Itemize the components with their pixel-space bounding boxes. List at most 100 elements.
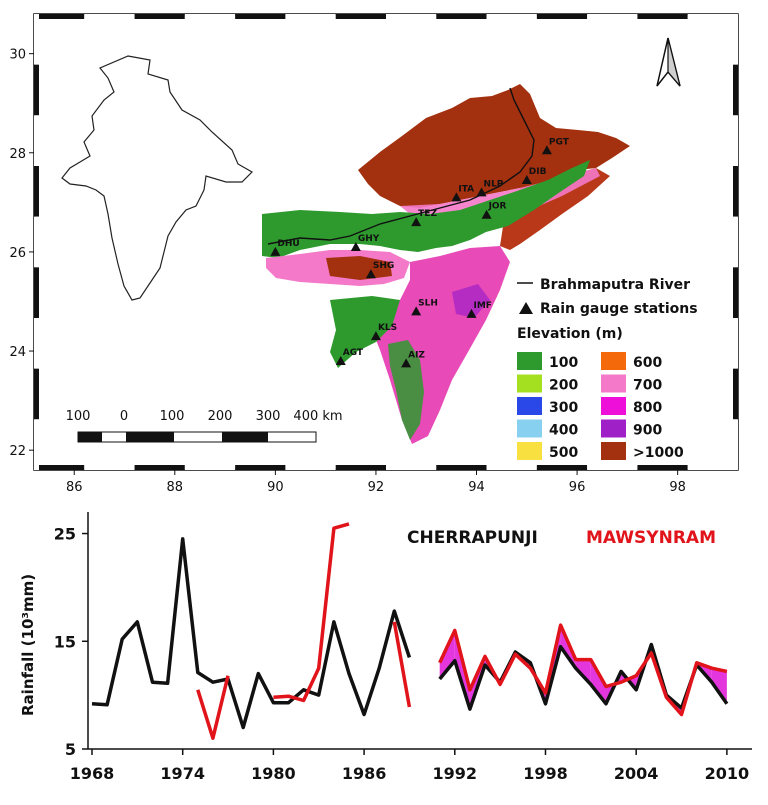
station-marker-aiz: [401, 358, 412, 368]
border-segment: [285, 14, 336, 19]
station-label-shg: SHG: [373, 261, 394, 271]
station-marker-tez: [411, 217, 422, 227]
border-segment: [34, 115, 39, 166]
border-segment: [184, 14, 236, 19]
elevation-swatch: [517, 352, 542, 370]
map-panel: PGT DIB NLP ITA JOR TEZ GHY DHU SHG SLH IMF KLS AGT A…: [9, 13, 739, 495]
elevation-classes: 100 200 300 400 500 600 700 800 900 >1000: [517, 352, 684, 461]
border-segment: [486, 465, 537, 470]
x-tick-label: 1992: [433, 764, 478, 783]
border-segment: [486, 14, 537, 19]
elevation-swatch: [517, 419, 542, 438]
elevation-swatch: [601, 352, 626, 370]
station-label-nlp: NLP: [484, 179, 504, 189]
elevation-swatch: [517, 374, 542, 393]
north-arrow-icon: [656, 37, 681, 87]
border-segment: [84, 465, 135, 470]
border-segment: [34, 216, 39, 268]
station-marker-slh: [411, 306, 422, 316]
lat-tick-label: 24: [9, 345, 26, 360]
series-line-mawsynram-2: [196, 522, 412, 740]
india-outline: [61, 55, 253, 301]
station-marker-jor: [481, 209, 492, 219]
elevation-label: 200: [549, 378, 578, 394]
map-axis-ticks: 86 88 90 92 94 96 98 30 28 26 24 22: [9, 48, 685, 495]
border-segment: [733, 166, 738, 217]
lon-tick-label: 86: [66, 480, 83, 495]
border-segment: [587, 14, 638, 19]
series-line-mawsynram-3: [438, 623, 728, 717]
brahmaputra-river: [267, 87, 535, 245]
border-segment: [235, 465, 286, 470]
border-segment: [34, 318, 39, 369]
border-segment: [386, 465, 437, 470]
lon-tick-label: 92: [368, 480, 385, 495]
scale-label: 100: [160, 409, 185, 424]
elevation-label: 800: [633, 400, 662, 416]
border-segment: [733, 64, 738, 116]
station-label-pgt: PGT: [549, 137, 570, 147]
border-segment: [436, 14, 487, 19]
x-tick-label: 1974: [160, 764, 205, 783]
terrain-imphal: [452, 284, 490, 318]
lat-tick-label: 28: [9, 147, 26, 162]
rain-gauge-stations: PGT DIB NLP ITA JOR TEZ GHY DHU SHG SLH IMF KLS AGT A…: [270, 137, 570, 368]
legend-elevation-title: Elevation (m): [517, 326, 623, 342]
legend-mawsynram: MAWSYNRAM: [586, 528, 716, 548]
lon-tick-label: 94: [468, 480, 485, 495]
terrain-valley-green: [262, 160, 590, 258]
scale-label: 400 km: [293, 409, 342, 424]
difference-segment: [590, 659, 606, 704]
map-border-graduation: [34, 14, 738, 470]
station-label-kls: KLS: [378, 323, 397, 333]
border-segment: [436, 465, 487, 470]
station-marker-ita: [451, 192, 462, 202]
station-marker-pgt: [541, 145, 552, 155]
x-tick-label: 2010: [705, 764, 750, 783]
border-segment: [335, 14, 386, 19]
scale-label: 300: [256, 409, 281, 424]
elevation-swatch: [601, 442, 626, 460]
elevation-label: 400: [549, 423, 578, 439]
station-marker-imf: [466, 308, 477, 318]
elevation-label: 300: [549, 400, 578, 416]
station-marker-dhu: [270, 246, 281, 256]
y-tick-label: 15: [54, 632, 76, 651]
terrain-south-lowland: [330, 296, 400, 368]
station-marker-nlp: [476, 187, 487, 197]
series-lines: [91, 522, 729, 740]
border-segment: [536, 14, 588, 19]
lon-tick-label: 88: [167, 480, 184, 495]
border-segment: [733, 368, 738, 420]
elevation-swatch: [601, 397, 626, 415]
border-segment: [687, 14, 738, 19]
scale-label: 100: [66, 409, 91, 424]
elevation-label: 500: [549, 445, 578, 461]
border-segment: [733, 419, 738, 470]
scale-label: 200: [208, 409, 233, 424]
elevation-label: 600: [633, 355, 662, 371]
x-tick-label: 1998: [523, 764, 568, 783]
border-segment: [34, 14, 39, 65]
border-segment: [587, 465, 638, 470]
scale-bar: 100 0 100 200 300 400 km: [66, 409, 343, 443]
border-segment: [84, 14, 135, 19]
station-label-aiz: AIZ: [408, 350, 425, 360]
x-tick-label: 1968: [70, 764, 115, 783]
border-segment: [733, 216, 738, 268]
station-marker-shg: [365, 269, 376, 279]
chart-ticks: 5 15 25 1968 1974 1980 1986 1992 1998 2004 2010: [54, 525, 749, 783]
border-segment: [733, 267, 738, 318]
border-segment: [134, 14, 185, 19]
border-segment: [34, 465, 85, 470]
y-tick-label: 25: [54, 525, 76, 544]
border-segment: [386, 14, 437, 19]
elevation-label: 900: [633, 423, 662, 439]
station-label-tez: TEZ: [418, 209, 437, 219]
station-marker-agt: [335, 355, 346, 365]
series-line-cherrapunji-0: [91, 537, 412, 730]
lat-tick-label: 22: [9, 444, 26, 459]
border-segment: [34, 419, 39, 470]
border-segment: [335, 465, 386, 470]
